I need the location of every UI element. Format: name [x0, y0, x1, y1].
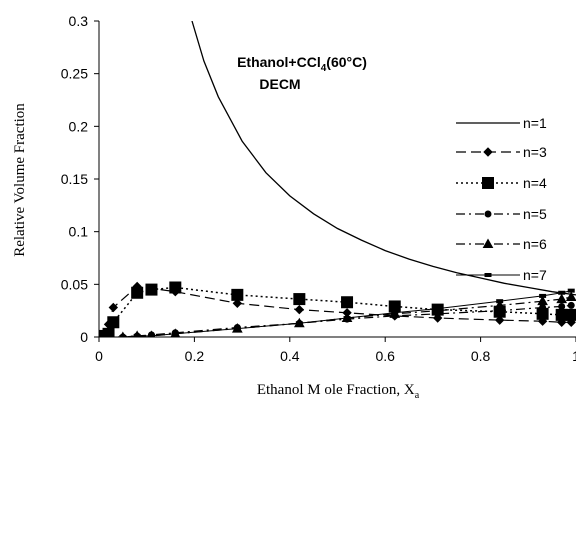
series-n4-marker	[293, 293, 306, 306]
series-n1	[191, 21, 576, 296]
y-tick-label: 0.2	[69, 118, 89, 134]
legend-n3-marker	[483, 147, 493, 157]
legend-n3-label: n=3	[523, 144, 547, 160]
y-axis-ticks: 0 0.05 0.1 0.15 0.2 0.25 0.3	[61, 13, 99, 345]
y-tick-label: 0.1	[69, 224, 89, 240]
x-tick-label: 1	[572, 348, 576, 364]
series-n7-marker	[567, 288, 575, 293]
series-n4-marker	[145, 283, 158, 296]
series-n1-line	[191, 21, 576, 296]
legend-n1-label: n=1	[523, 115, 547, 131]
y-tick-label: 0.05	[61, 276, 88, 292]
y-tick-label: 0.15	[61, 171, 88, 187]
series-n5-marker	[558, 302, 566, 310]
series-n5-marker	[539, 304, 547, 312]
series-n7-marker	[99, 335, 103, 337]
legend: n=1 n=3 n=4 n=5 n=6 n=7	[456, 115, 547, 283]
x-tick-label: 0.2	[185, 348, 205, 364]
annotation-line1-prefix: Ethanol+CCl	[237, 54, 321, 70]
series-n3-line	[99, 285, 572, 337]
series-n7-marker	[391, 310, 399, 315]
series-n7-marker	[147, 333, 155, 337]
plot-area	[99, 21, 576, 337]
series-n4-marker	[169, 281, 182, 294]
series-n3-marker	[232, 298, 243, 309]
legend-n5-marker	[484, 210, 492, 218]
series-n4-marker	[231, 288, 244, 301]
series-n3-marker	[108, 302, 119, 313]
series-n7-marker	[295, 321, 303, 326]
legend-n4-marker	[482, 177, 494, 189]
annotation-line2: DECM	[259, 76, 300, 92]
x-axis-title-main: Ethanol M ole Fraction, X	[257, 382, 415, 398]
series-n7-marker	[105, 335, 113, 337]
legend-n6-label: n=6	[523, 236, 547, 252]
legend-n3: n=3	[456, 144, 547, 160]
legend-n4: n=4	[456, 175, 547, 191]
x-axis-ticks: 0 0.2 0.4 0.6 0.8 1	[95, 337, 576, 364]
svg-text:Ethanol+CCl4(60°C): Ethanol+CCl4(60°C)	[237, 54, 367, 74]
legend-n6: n=6	[456, 236, 547, 252]
series-n6-marker	[556, 293, 568, 304]
series-n7-marker	[233, 326, 241, 331]
legend-n7: n=7	[456, 267, 547, 283]
annotation-line1-subscript: 4	[321, 63, 327, 74]
series-n7-marker	[133, 333, 141, 337]
series-n6-marker	[565, 291, 576, 301]
x-tick-label: 0.8	[471, 348, 491, 364]
series-n3-marker	[494, 315, 505, 325]
series-n7-marker	[496, 299, 504, 304]
series-n6-marker	[537, 295, 548, 306]
series-n4-marker	[565, 308, 576, 321]
series-n7	[99, 288, 575, 337]
x-axis-title: Ethanol M ole Fraction, Xa	[257, 382, 420, 401]
series-n6-marker	[494, 299, 506, 310]
series-n7-marker	[539, 293, 547, 298]
legend-n4-label: n=4	[523, 175, 547, 191]
x-tick-label: 0.6	[375, 348, 395, 364]
series-n3-marker	[294, 304, 305, 315]
series-n4	[99, 281, 576, 337]
legend-n7-label: n=7	[523, 267, 547, 283]
series-n7-marker	[434, 306, 442, 311]
series-n7-marker	[171, 331, 179, 336]
series-n7-marker	[119, 335, 127, 337]
y-tick-label: 0	[80, 329, 88, 345]
annotation-line1-suffix: (60°C)	[326, 54, 367, 70]
series-n7-marker	[343, 316, 351, 321]
y-tick-label: 0.25	[61, 66, 88, 82]
legend-n5: n=5	[456, 206, 547, 222]
x-tick-label: 0	[95, 348, 103, 364]
legend-n6-marker	[482, 238, 494, 248]
x-axis-title-subscript: a	[415, 390, 420, 401]
series-n4-marker	[107, 316, 120, 329]
series-n7-marker	[558, 290, 566, 295]
x-tick-label: 0.4	[280, 348, 300, 364]
series-n5-marker	[567, 301, 575, 309]
series-n4-marker	[131, 286, 144, 299]
legend-n5-label: n=5	[523, 206, 547, 222]
chart-annotation: Ethanol+CCl4(60°C) DECM	[237, 54, 367, 92]
series-n4-marker	[341, 296, 354, 309]
legend-n1: n=1	[456, 115, 547, 131]
y-tick-label: 0.3	[69, 13, 89, 29]
legend-n7-marker	[484, 273, 492, 277]
y-axis-title: Relative Volume Fraction	[12, 103, 28, 257]
